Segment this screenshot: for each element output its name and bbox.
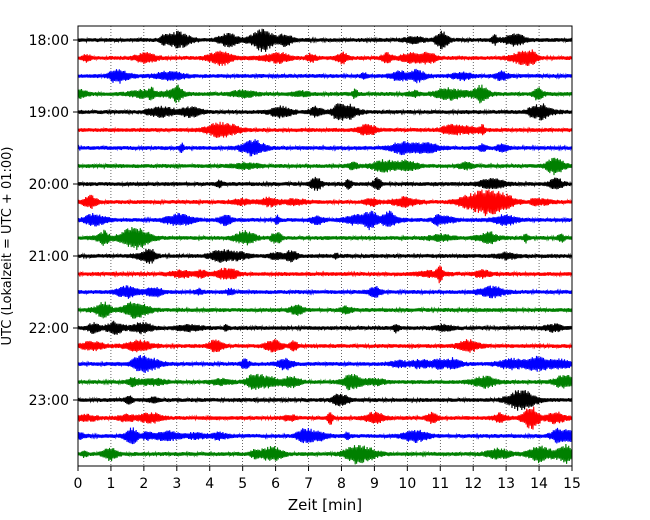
y-tick-label: 22:00 — [29, 321, 69, 337]
seismic-trace — [77, 354, 573, 374]
seismic-trace — [77, 390, 573, 411]
seismic-trace — [77, 139, 573, 157]
y-tick-label: 19:00 — [29, 105, 69, 121]
seismic-trace — [77, 68, 573, 84]
seismic-trace — [77, 28, 573, 52]
x-tick-label: 1 — [106, 476, 115, 492]
x-tick-label: 7 — [304, 476, 313, 492]
x-tick-label: 10 — [398, 476, 416, 492]
y-axis-label: UTC (Lokalzeit = UTC + 01:00) — [0, 147, 15, 346]
seismic-trace — [77, 443, 573, 465]
seismic-trace — [77, 285, 573, 299]
seismic-trace — [77, 226, 573, 251]
seismic-traces — [77, 28, 573, 465]
seismic-trace — [77, 84, 573, 104]
y-tick-label: 20:00 — [29, 177, 69, 193]
seismic-trace — [77, 49, 573, 67]
x-tick-label: 11 — [431, 476, 449, 492]
x-tick-label: 12 — [464, 476, 482, 492]
y-axis-ticks: 18:00 19:00 20:00 21:00 22:00 23:00 — [29, 33, 78, 409]
seismic-trace — [77, 406, 573, 430]
x-tick-label: 6 — [271, 476, 280, 492]
x-axis-ticks: 0 1 2 3 4 5 6 7 8 9 10 11 12 13 14 15 — [74, 466, 581, 492]
seismic-trace — [77, 103, 573, 121]
seismic-trace — [77, 157, 573, 176]
y-tick-label: 18:00 — [29, 33, 69, 49]
plot-frame — [77, 25, 573, 467]
seismic-trace — [77, 210, 573, 231]
seismic-trace — [77, 248, 573, 264]
grid-lines — [110, 26, 540, 466]
x-tick-label: 0 — [74, 476, 83, 492]
x-tick-label: 14 — [530, 476, 548, 492]
seismic-trace — [77, 320, 573, 335]
seismic-trace — [77, 176, 573, 191]
seismic-trace — [77, 373, 573, 391]
y-tick-label: 23:00 — [29, 393, 69, 409]
seismic-trace — [77, 427, 573, 445]
seismic-trace — [77, 189, 573, 217]
x-tick-label: 8 — [337, 476, 346, 492]
seismic-trace — [77, 301, 573, 319]
x-tick-label: 9 — [370, 476, 379, 492]
x-tick-label: 3 — [172, 476, 181, 492]
x-axis-label: Zeit [min] — [288, 496, 362, 514]
x-tick-label: 4 — [205, 476, 214, 492]
seismic-trace — [77, 265, 573, 284]
x-tick-label: 15 — [563, 476, 581, 492]
seismic-trace — [77, 121, 573, 138]
x-tick-label: 5 — [238, 476, 247, 492]
y-tick-label: 21:00 — [29, 249, 69, 265]
seismic-trace — [77, 339, 573, 353]
x-tick-label: 2 — [139, 476, 148, 492]
x-tick-label: 13 — [497, 476, 515, 492]
